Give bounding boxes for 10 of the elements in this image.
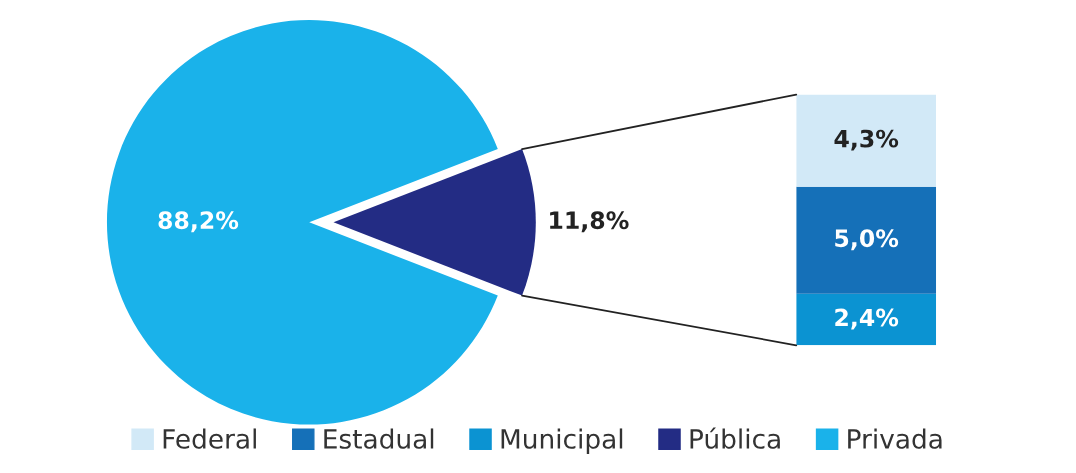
legend-label: Federal (163, 428, 256, 449)
data-label: 88,2% (158, 211, 239, 233)
data-label: 11,8% (550, 211, 629, 233)
legend-label: Estadual (324, 428, 434, 449)
data-label: 2,4% (835, 308, 899, 330)
legend-label: Municipal (501, 428, 623, 454)
legend-label: Pública (690, 427, 780, 449)
legend-label: Privada (848, 428, 942, 449)
data-label: 5,0% (835, 229, 899, 251)
data-label: 4,3% (834, 129, 899, 151)
